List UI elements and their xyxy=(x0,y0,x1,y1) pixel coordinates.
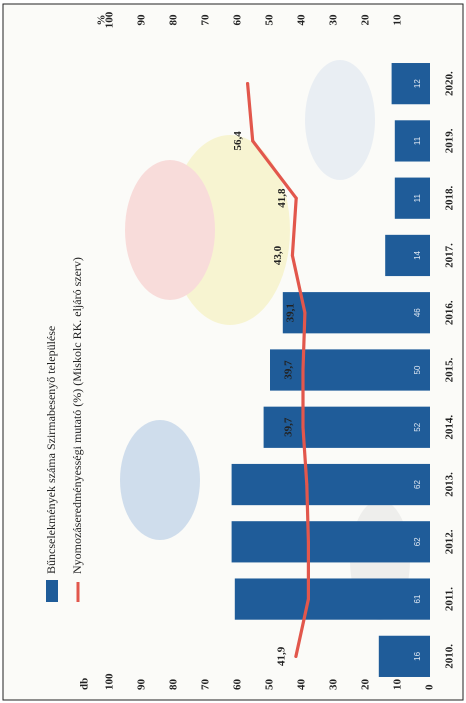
category-label: 2016. xyxy=(444,300,456,325)
bar xyxy=(231,463,430,506)
left-axis-tick-label: 40 xyxy=(296,679,308,691)
bar-data-label: 62 xyxy=(413,480,422,489)
bar-data-label: 14 xyxy=(413,250,422,259)
legend-swatch-bar xyxy=(46,580,58,602)
right-axis-tick-label: 80 xyxy=(168,14,180,26)
line-point xyxy=(301,425,305,429)
left-axis-tick-label: 0 xyxy=(424,684,436,690)
line-data-label: 39,7 xyxy=(282,360,294,380)
line-point xyxy=(306,597,310,601)
category-label: 2015. xyxy=(444,357,456,382)
bar xyxy=(282,292,430,334)
bar-data-label: 46 xyxy=(413,308,422,317)
line-point xyxy=(246,82,250,86)
left-axis-tick-label: 70 xyxy=(200,679,212,691)
left-axis-tick-label: 80 xyxy=(168,679,180,691)
bar xyxy=(394,120,430,162)
category-label: 2012. xyxy=(444,529,456,554)
bar xyxy=(234,578,430,620)
line-point xyxy=(305,483,309,487)
right-axis-tick-label: 100 xyxy=(104,11,116,28)
line-data-label: 41,8 xyxy=(276,188,288,208)
left-axis-tick-label: 90 xyxy=(136,679,148,691)
right-axis-unit: % xyxy=(96,15,108,26)
right-axis-tick-label: 70 xyxy=(200,14,212,26)
right-axis-tick-label: 40 xyxy=(296,14,308,26)
line-point xyxy=(294,654,298,658)
line-point xyxy=(290,253,294,257)
right-axis-tick-label: 90 xyxy=(136,14,148,26)
right-axis-tick-label: 20 xyxy=(360,14,372,26)
left-axis-unit: db xyxy=(79,678,91,690)
plot-area: 0 10 20 30 40 50 60 70 80 90 100 db 10 20 30 40 50 60 70 80… xyxy=(79,11,456,690)
bar xyxy=(263,406,430,448)
line-point xyxy=(301,368,305,372)
category-label: 2020. xyxy=(444,71,456,96)
category-label: 2019. xyxy=(444,128,456,153)
category-label: 2011. xyxy=(444,587,456,611)
right-axis-tick-label: 50 xyxy=(264,14,276,26)
bar xyxy=(391,63,430,105)
left-axis-tick-label: 50 xyxy=(264,679,276,691)
left-axis-tick-label: 10 xyxy=(392,679,404,691)
bar xyxy=(378,635,430,677)
right-axis-tick-label: 60 xyxy=(232,14,244,26)
category-label: 2017. xyxy=(444,243,456,268)
line-point xyxy=(303,311,307,315)
bar-data-label: 11 xyxy=(413,193,422,202)
category-label: 2013. xyxy=(444,472,456,497)
line-data-label: 39,1 xyxy=(284,303,296,322)
right-axis-tick-label: 30 xyxy=(328,14,340,26)
category-label: 2018. xyxy=(444,186,456,211)
legend: Bűncselekmények száma Szirmabesenyő tele… xyxy=(44,257,84,602)
category-label: 2014. xyxy=(444,415,456,440)
line-point xyxy=(294,196,298,200)
bar-data-label: 62 xyxy=(413,537,422,546)
bar xyxy=(270,349,430,391)
bar xyxy=(231,521,430,563)
left-axis-tick-label: 30 xyxy=(328,679,340,691)
bar-data-label: 12 xyxy=(413,79,422,88)
line-data-label: 39,7 xyxy=(282,417,294,437)
legend-label-line: Nyomozáseredményességi mutató (%) (Misko… xyxy=(70,257,84,574)
line-point xyxy=(306,540,310,544)
bar xyxy=(385,234,430,277)
left-axis-tick-label: 60 xyxy=(232,679,244,691)
bar-data-label: 61 xyxy=(413,594,422,603)
bar-data-label: 11 xyxy=(413,136,422,145)
left-axis-tick-label: 20 xyxy=(360,679,372,691)
bar xyxy=(394,177,430,219)
line-data-label: 43,0 xyxy=(272,245,284,265)
right-axis-tick-label: 10 xyxy=(392,14,404,26)
category-label: 2010. xyxy=(444,644,456,669)
bar-data-label: 50 xyxy=(413,365,422,374)
line-data-label: 56,4 xyxy=(232,131,244,151)
line-data-label: 41,9 xyxy=(275,646,287,666)
bar-data-label: 16 xyxy=(413,651,422,660)
left-axis-tick-label: 100 xyxy=(104,673,116,690)
legend-label-bar: Bűncselekmények száma Szirmabesenyő tele… xyxy=(44,326,58,574)
line-point xyxy=(251,139,255,143)
bar-data-label: 52 xyxy=(413,422,422,431)
